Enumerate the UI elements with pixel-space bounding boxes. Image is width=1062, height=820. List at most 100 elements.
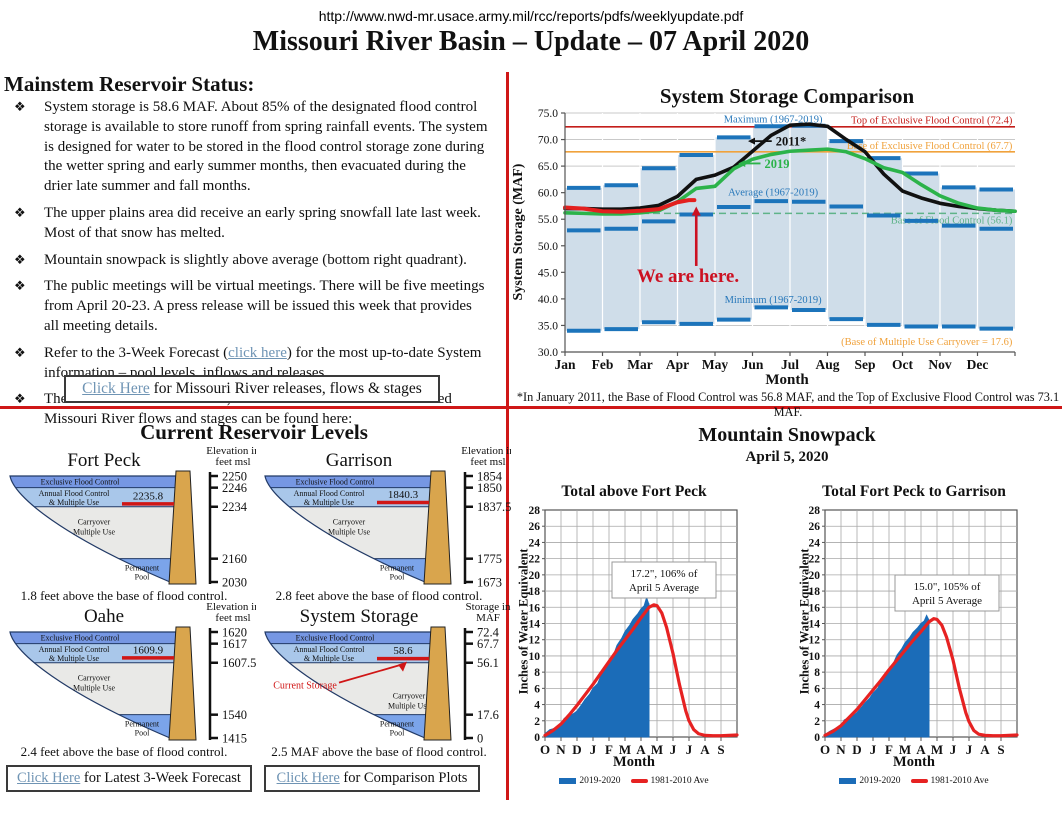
bullet-glyph: ❖ [14,391,26,407]
svg-text:Current Storage: Current Storage [273,681,337,692]
svg-text:56.1: 56.1 [477,656,499,670]
svg-text:N: N [836,742,846,757]
svg-text:Permanent: Permanent [380,720,415,729]
svg-text:65.0: 65.0 [538,161,558,173]
blue-area-swatch-icon [559,778,577,784]
mainstem-bullet-list: ❖ System storage is 58.6 MAF. About 85% … [2,98,502,437]
svg-text:2234: 2234 [222,500,248,514]
zone-band [265,632,431,644]
svg-text:J: J [870,742,877,757]
svg-text:Permanent: Permanent [125,564,160,573]
system-storage-diagram: Exclusive Flood Control Annual Flood Cont… [264,601,511,746]
svg-text:72.4: 72.4 [477,626,500,640]
svg-text:12: 12 [529,635,541,647]
svg-text:Base of Exclusive Flood Contro: Base of Exclusive Flood Control (67.7) [847,141,1013,152]
dam-icon [423,626,452,741]
svg-text:14: 14 [809,619,821,631]
zone-band [265,476,431,488]
svg-text:2: 2 [814,716,820,728]
snowpack-section-title: Mountain Snowpack [698,424,876,446]
reservoir-name: Garrison [326,450,393,471]
svg-text:58.6: 58.6 [393,645,413,657]
comparison-plots-link[interactable]: Click Here [276,770,340,786]
svg-text:24: 24 [809,537,821,549]
svg-text:1837.5: 1837.5 [477,500,511,514]
svg-text:We are here.: We are here. [637,266,739,287]
snow-chart2-xlabel: Month [893,754,935,770]
svg-text:Mar: Mar [627,357,652,372]
svg-text:1840.3: 1840.3 [388,489,419,501]
svg-text:14: 14 [529,619,541,631]
bullet-text: The public meetings will be virtual meet… [44,278,485,334]
svg-text:Top of Exclusive Flood Control: Top of Exclusive Flood Control (72.4) [851,115,1013,126]
storage-chart-xlabel: Month [765,372,809,388]
svg-text:MAF: MAF [476,612,500,624]
zone-band [10,632,176,644]
releases-link[interactable]: Click Here [82,380,150,397]
svg-text:Storage in: Storage in [466,601,511,613]
svg-text:2160: 2160 [222,552,247,566]
quadrant-divider-horizontal [0,406,1062,409]
bullet-snowpack: ❖ Mountain snowpack is slightly above av… [2,251,502,271]
snow-chart2-title: Total Fort Peck to Garrison [822,483,1006,500]
snow-average-line [543,603,739,738]
svg-text:17.2", 106% of: 17.2", 106% of [631,568,698,580]
svg-text:0: 0 [814,732,820,744]
svg-text:1540: 1540 [222,708,247,722]
svg-text:May: May [702,357,728,372]
zone-band [10,476,176,488]
svg-text:Pool: Pool [390,573,405,582]
svg-text:Annual Flood Control: Annual Flood Control [294,489,365,498]
comparison-plots-link-box[interactable]: Click Here for Comparison Plots [264,765,480,792]
forecast-link[interactable]: Click Here [17,770,81,786]
svg-text:Dec: Dec [967,357,989,372]
svg-text:2011*: 2011* [776,135,807,149]
snow-chart1-legend: 2019-2020 1981-2010 Ave [519,776,749,786]
bullet-glyph: ❖ [14,251,26,267]
svg-text:26: 26 [809,521,821,533]
svg-text:1620: 1620 [222,626,247,640]
bullet-text: System storage is 58.6 MAF. About 85% of… [44,99,488,195]
svg-text:A: A [636,742,646,757]
svg-text:(Base of Multiple Use Carryove: (Base of Multiple Use Carryover = 17.6) [841,337,1013,348]
svg-text:70.0: 70.0 [538,135,558,147]
svg-text:Permanent: Permanent [380,564,415,573]
bullet-snowfall: ❖ The upper plains area did receive an e… [2,204,502,244]
svg-text:Nov: Nov [928,357,951,372]
svg-text:0: 0 [477,732,483,746]
svg-text:Multiple Use: Multiple Use [73,528,115,537]
red-line-swatch-icon [630,779,648,783]
svg-text:Jul: Jul [781,357,799,372]
svg-text:12: 12 [809,635,821,647]
svg-text:8: 8 [814,667,820,679]
dam-icon [423,470,452,585]
current-storage-arrow [398,661,407,672]
storage-chart-title: System Storage Comparison [659,84,915,108]
svg-text:35.0: 35.0 [538,320,558,332]
svg-text:April 5 Average: April 5 Average [629,582,699,594]
forecast-link-box[interactable]: Click Here for Latest 3-Week Forecast [6,765,252,792]
quadrant-divider-vertical [506,72,509,800]
svg-text:Base of Flood Control (56.1): Base of Flood Control (56.1) [891,215,1013,226]
svg-text:Exclusive Flood Control: Exclusive Flood Control [296,478,375,487]
snowpack-date: April 5, 2020 [745,449,829,465]
svg-text:8: 8 [534,667,540,679]
fort-peck-diagram: Exclusive Flood Control Annual Flood Cont… [9,445,256,590]
svg-text:2030: 2030 [222,576,247,590]
svg-text:feet msl: feet msl [215,456,250,468]
svg-text:2019: 2019 [765,157,790,171]
bullet-glyph: ❖ [14,204,26,220]
svg-text:60.0: 60.0 [538,188,558,200]
svg-text:N: N [556,742,566,757]
svg-text:2: 2 [534,716,540,728]
source-url[interactable]: http://www.nwd-mr.usace.army.mil/rcc/rep… [318,8,744,24]
svg-text:24: 24 [529,537,541,549]
svg-text:J: J [670,742,677,757]
svg-text:Elevation in: Elevation in [206,601,256,613]
releases-link-box[interactable]: Click Here for Missouri River releases, … [64,375,440,403]
forecast-inline-link[interactable]: click here [228,344,287,361]
svg-text:Average (1967-2019): Average (1967-2019) [728,188,818,199]
bullet-text: The upper plains area did receive an ear… [44,204,481,241]
svg-text:F: F [605,742,613,757]
svg-text:Multiple Use: Multiple Use [388,702,430,711]
